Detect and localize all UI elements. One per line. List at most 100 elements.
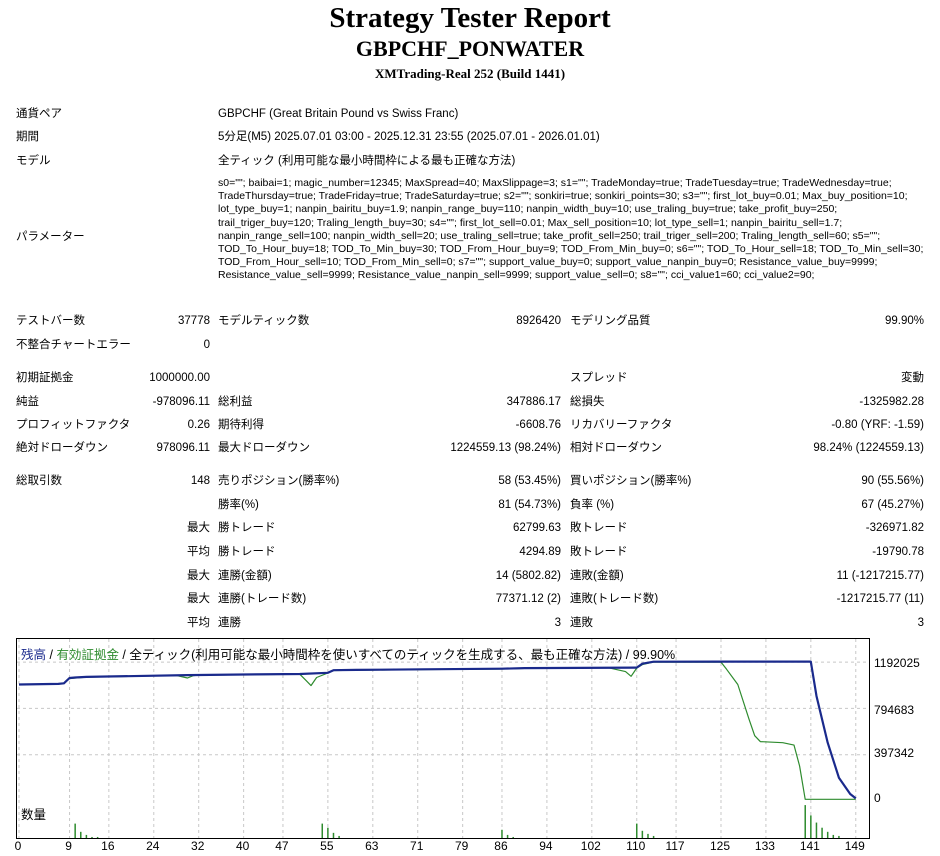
avg-label-2: 平均 [187,617,210,629]
x-tick-label: 9 [65,839,72,853]
x-tick-label: 110 [626,839,646,853]
ticks-value: 8926420 [516,315,561,327]
equity-line [18,661,856,800]
avg-loss-value: -19790.78 [872,546,924,558]
long-value: 90 (55.56%) [861,475,924,487]
x-tick-label: 149 [844,839,865,853]
trades-value: 148 [190,475,210,487]
legend-quality: 99.90% [632,648,676,662]
trades-label: 総取引数 [16,475,62,487]
pf-value: 0.26 [187,419,210,431]
avg-cons-loss-label: 連敗 [570,617,593,629]
volume-bar [652,835,655,838]
max-label-2: 最大 [187,570,210,582]
volume-bar [332,832,335,838]
cons-loss-trd-label: 連敗(トレード数) [570,593,659,605]
lossrate-value: 67 (45.27%) [861,499,924,511]
max-loss-value: -326971.82 [865,522,924,534]
legend-sep-1: / [46,648,57,662]
x-tick-label: 86 [494,839,508,853]
mismatch-value: 0 [203,339,210,351]
max-label-3: 最大 [187,593,210,605]
x-tick-label: 125 [709,839,730,853]
y-tick-label: 0 [874,791,881,805]
max-label-1: 最大 [187,522,210,534]
x-tick-label: 71 [410,839,424,853]
volume-bar [321,823,324,838]
abs-dd-value: 978096.11 [156,442,210,454]
cons-loss-amt-value: 11 (-1217215.77) [836,570,924,582]
volume-bar [635,823,638,838]
winrate-value: 81 (54.73%) [498,499,561,511]
max-win-value: 62799.63 [513,522,561,534]
params-value: s0=""; baibai=1; magic_number=12345; Max… [218,177,924,282]
balance-line [18,660,857,800]
cons-win-amt-label: 連勝(金額) [218,570,272,582]
rel-dd-label: 相対ドローダウン [570,442,662,454]
x-tick-label: 94 [539,839,553,853]
volume-bar [815,822,818,838]
cons-win-amt-value: 14 (5802.82) [495,570,561,582]
lossrate-label: 負率 (%) [570,499,615,511]
cons-win-trd-value: 77371.12 (2) [495,593,561,605]
x-tick-label: 117 [665,839,685,853]
net-label: 純益 [16,396,39,408]
volume-label: 数量 [21,808,47,822]
winrate-label: 勝率(%) [218,499,259,511]
short-value: 58 (53.45%) [498,475,561,487]
gross-loss-label: 総損失 [570,396,605,408]
max-win-label: 勝トレード [218,522,276,534]
legend-model: 全ティック(利用可能な最小時間枠を使いすべてのティックを生成する、最も正確な方法… [129,648,623,662]
legend-sep-2: / [118,648,130,662]
chart-legend: 残高 / 有効証拠金 / 全ティック(利用可能な最小時間枠を使いすべてのティック… [21,644,675,663]
x-tick-label: 40 [235,839,250,853]
bars-label: テストバー数 [16,315,85,327]
volume-bar [501,829,503,838]
pair-label: 通貨ペア [16,108,62,120]
x-tick-label: 55 [320,839,334,853]
period-label: 期間 [16,131,39,143]
deposit-label: 初期証拠金 [16,372,74,384]
long-label: 買いポジション(勝率%) [570,475,692,487]
x-tick-label: 133 [754,839,775,853]
gross-loss-value: -1325982.28 [859,396,924,408]
report-server: XMTrading-Real 252 (Build 1441) [374,66,566,81]
x-tick-label: 102 [580,839,601,853]
deposit-value: 1000000.00 [149,372,210,384]
volume-bar [826,831,829,838]
mismatch-label: 不整合チャートエラー [16,339,131,351]
gross-profit-label: 総利益 [218,396,253,408]
x-tick-label: 63 [365,839,379,853]
spread-label: スプレッド [570,372,628,384]
quality-label: モデリング品質 [570,315,651,327]
volume-bar [804,805,806,838]
legend-sep-3: / [622,648,633,662]
balance-chart [16,638,870,802]
volume-bar [91,836,93,838]
period-value: 5分足(M5) 2025.07.01 03:00 - 2025.12.31 23… [218,131,600,143]
recovery-value: -0.80 (YRF: -1.59) [831,419,924,431]
ticks-label: モデルティック数 [218,315,310,327]
volume-bar [810,815,812,838]
cons-loss-trd-value: -1217215.77 (11) [836,593,924,605]
volume-bar [821,827,823,838]
report-symbol: GBPCHF_PONWATER [355,36,585,61]
volume-bar [832,834,835,838]
x-tick-label: 47 [275,839,289,853]
bars-value: 37778 [178,315,210,327]
pf-label: プロフィットファクタ [16,419,131,431]
volume-bar [512,836,514,838]
volume-bar [506,834,509,838]
y-tick-label: 397342 [874,746,915,760]
volume-chart [16,800,870,839]
x-tick-label: 141 [799,839,820,853]
volume-bar [647,833,649,838]
volume-bar [327,827,329,838]
avg-cons-loss-value: 3 [917,617,924,629]
params-label: パラメーター [16,231,85,243]
volume-bar [641,830,644,838]
cons-loss-amt-label: 連敗(金額) [570,570,624,582]
avg-win-label: 勝トレード [218,546,276,558]
x-tick-label: 32 [191,839,205,853]
short-label: 売りポジション(勝率%) [218,475,340,487]
